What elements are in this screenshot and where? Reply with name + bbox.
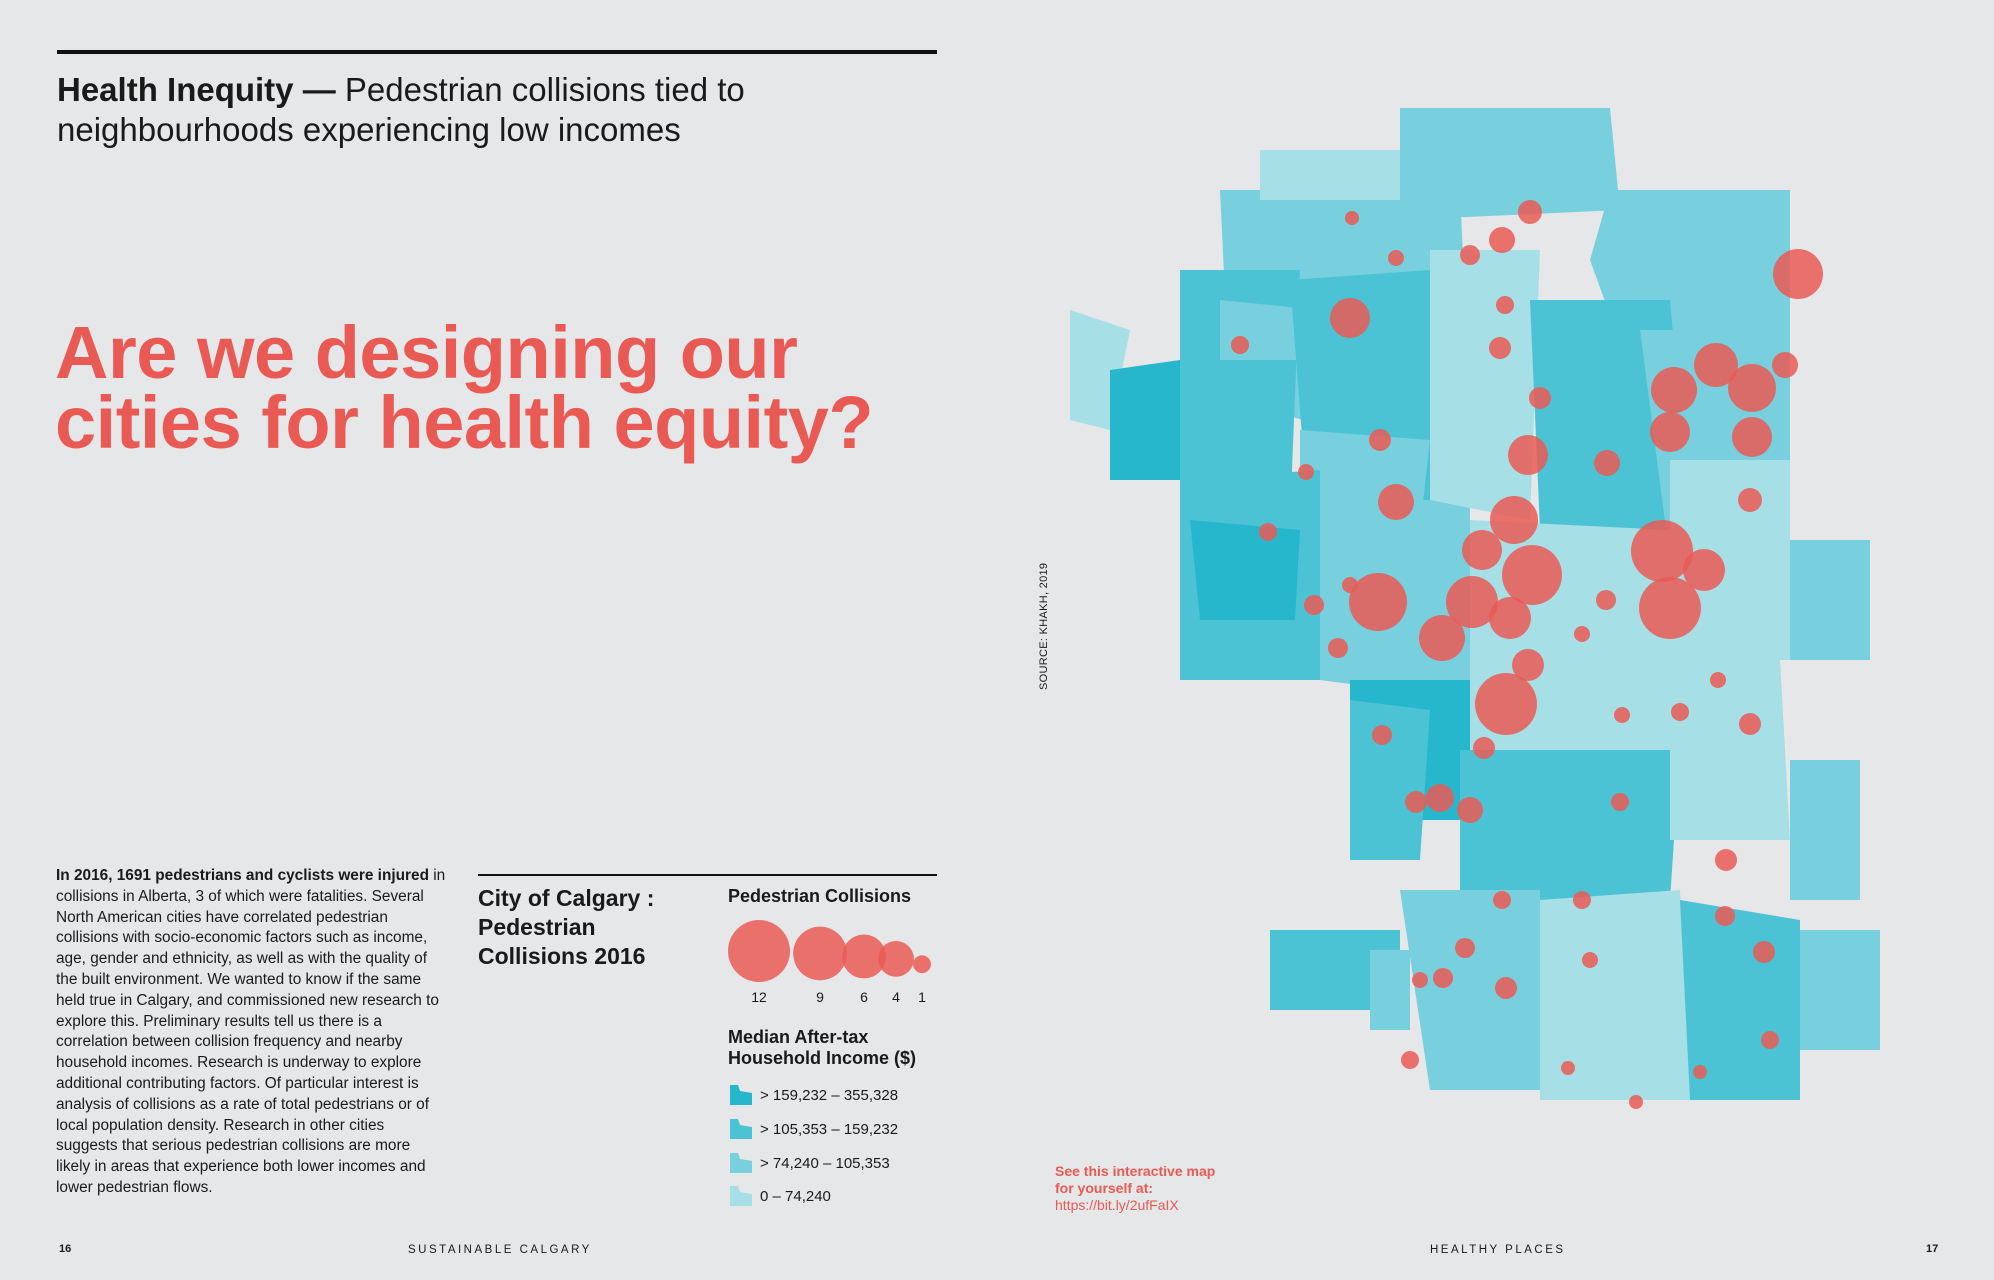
income-class-label: > 159,232 – 355,328: [760, 1086, 899, 1104]
body-text: in collisions in Alberta, 3 of which wer…: [56, 867, 446, 1196]
income-class-row: > 105,353 – 159,232: [728, 1116, 898, 1142]
bubble-legend-circle-9: [793, 926, 847, 981]
bubble-legend-label-12: 12: [751, 989, 767, 1005]
page-number-left: 16: [59, 1243, 72, 1255]
feature-question: Are we designing our cities for health e…: [55, 311, 955, 464]
legend-title: City of Calgary : Pedestrian Collisions …: [478, 885, 655, 969]
bubble-legend-circle-12: [728, 920, 790, 982]
income-class-row: > 74,240 – 105,353: [728, 1150, 890, 1176]
income-swatch: [730, 1085, 752, 1105]
interactive-map-callout: See this interactive map for yourself at…: [1055, 1163, 1255, 1214]
top-rule: [57, 50, 937, 54]
bubble-legend-label-1: 1: [918, 989, 926, 1005]
page-headline: Health Inequity — Pedestrian collisions …: [57, 70, 937, 150]
bubble-legend-label-9: 9: [816, 989, 824, 1005]
collision-size-legend: 12 9 6 4 1: [728, 920, 931, 1005]
collision-markers[interactable]: [1231, 200, 1823, 1109]
income-class-label: 0 – 74,240: [760, 1187, 831, 1205]
question-line-2: cities for health equity?: [55, 381, 874, 464]
income-swatch: [730, 1119, 752, 1139]
bubble-legend-circle-4: [878, 940, 914, 977]
body-lead: In 2016, 1691 pedestrians and cyclists w…: [56, 867, 429, 884]
map-source: SOURCE: KHAKH, 2019: [1038, 562, 1050, 690]
headline-bold: Health Inequity —: [57, 71, 336, 108]
page-number-right: 17: [1926, 1243, 1939, 1255]
question-line-1: Are we designing our: [55, 311, 798, 394]
cta-line-2: for yourself at:: [1055, 1180, 1154, 1196]
footer-section-right: HEALTHY PLACES: [1430, 1244, 1566, 1256]
cta-line-1: See this interactive map: [1055, 1163, 1216, 1179]
bubble-legend-label-4: 4: [892, 989, 900, 1005]
footer-section-left: SUSTAINABLE CALGARY: [408, 1244, 592, 1256]
income-class-label: > 105,353 – 159,232: [760, 1120, 899, 1138]
income-class-row: 0 – 74,240: [728, 1183, 831, 1209]
bubble-legend-circle-1: [913, 955, 931, 974]
body-paragraph: In 2016, 1691 pedestrians and cyclists w…: [56, 866, 448, 1199]
calgary-collision-map[interactable]: [1070, 100, 1990, 1140]
bubble-legend-circle-6: [842, 934, 886, 979]
income-swatch: [730, 1186, 752, 1206]
legend-rule: [478, 874, 937, 876]
headline-rest: Pedestrian collisions tied to neighbourh…: [57, 71, 745, 148]
collisions-legend-heading: Pedestrian Collisions: [728, 886, 912, 906]
income-legend-heading: Median After-tax Household Income ($): [728, 1027, 917, 1068]
income-swatch: [730, 1153, 752, 1173]
cta-url-link[interactable]: https://bit.ly/2ufFaIX: [1055, 1197, 1179, 1213]
income-class-label: > 74,240 – 105,353: [760, 1154, 890, 1172]
income-class-row: > 159,232 – 355,328: [728, 1082, 898, 1108]
bubble-legend-label-6: 6: [860, 989, 868, 1005]
